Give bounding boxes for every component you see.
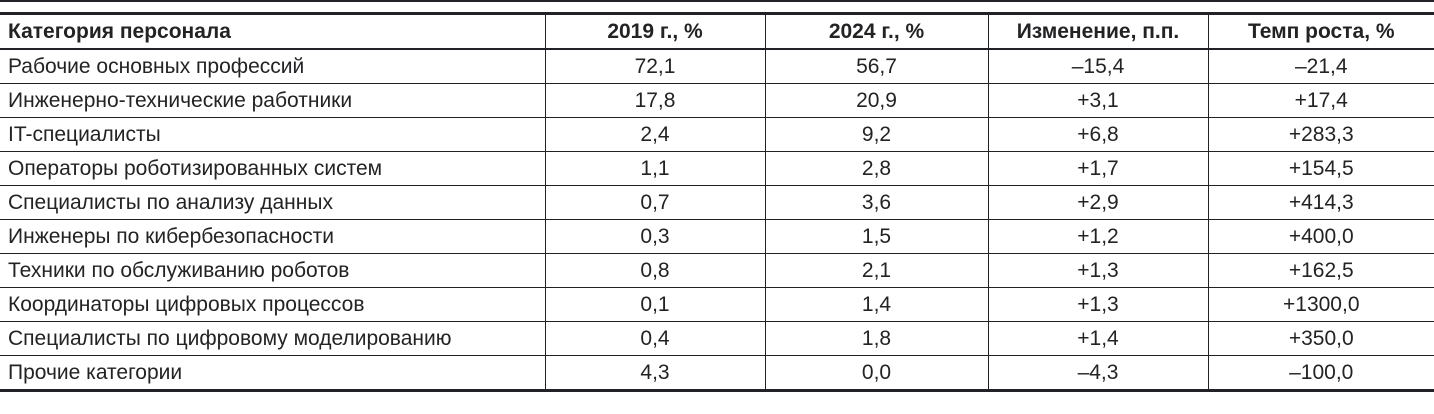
category-cell: Специалисты по анализу данных — [0, 185, 545, 220]
value-cell: 0,1 — [544, 287, 765, 322]
table-row: Специалисты по анализу данных 0,7 3,6 +2,9 +… — [0, 185, 1434, 220]
value-cell: 17,8 — [544, 83, 765, 118]
value-cell: 0,0 — [764, 355, 988, 391]
table-row: Рабочие основных профессий 72,1 56,7 –15,4–… — [0, 49, 1434, 84]
value-cell: +1,3 — [987, 287, 1208, 322]
header-2024: 2024 г., % — [764, 13, 988, 50]
personnel-category-table: Категория персонала 2019 г., % 2024 г., … — [0, 12, 1434, 392]
value-cell: 2,8 — [764, 151, 988, 186]
value-cell: +1,3 — [987, 253, 1208, 288]
header-change-pp: Изменение, п.п. — [987, 13, 1208, 50]
value-cell: 1,5 — [764, 219, 988, 254]
category-cell: Рабочие основных профессий — [0, 49, 545, 84]
value-cell: +3,1 — [987, 83, 1208, 118]
value-cell: 56,7 — [764, 49, 988, 84]
category-cell: Координаторы цифровых процессов — [0, 287, 545, 322]
value-cell: +414,3 — [1207, 185, 1434, 220]
value-cell: +2,9 — [987, 185, 1208, 220]
value-cell: 1,8 — [764, 321, 988, 356]
value-cell: +154,5 — [1207, 151, 1434, 186]
value-cell: +283,3 — [1207, 117, 1434, 152]
value-cell: +400,0 — [1207, 219, 1434, 254]
value-cell: +1,2 — [987, 219, 1208, 254]
category-cell: Инженеры по кибербезопасности — [0, 219, 545, 254]
value-cell: 2,4 — [544, 117, 765, 152]
value-cell: –4,3 — [987, 355, 1208, 391]
value-cell: 1,1 — [544, 151, 765, 186]
category-cell: Прочие категории — [0, 355, 545, 391]
value-cell: 1,4 — [764, 287, 988, 322]
value-cell: 0,3 — [544, 219, 765, 254]
table-row: Инженерно-технические работники 17,8 20,9 +… — [0, 83, 1434, 118]
value-cell: 0,7 — [544, 185, 765, 220]
table-row: Инженеры по кибербезопасности 0,3 1,5 +1,2 +… — [0, 219, 1434, 254]
header-row: Категория персонала 2019 г., % 2024 г., … — [0, 13, 1434, 50]
category-cell: Техники по обслуживанию роботов — [0, 253, 545, 288]
table-row: Техники по обслуживанию роботов 0,8 2,1 +1,… — [0, 253, 1434, 288]
value-cell: 3,6 — [764, 185, 988, 220]
category-cell: Специалисты по цифровому моделированию — [0, 321, 545, 356]
header-category: Категория персонала — [0, 13, 545, 50]
value-cell: –100,0 — [1207, 355, 1434, 391]
value-cell: +1300,0 — [1207, 287, 1434, 322]
value-cell: 0,4 — [544, 321, 765, 356]
value-cell: +350,0 — [1207, 321, 1434, 356]
table-row: IT-специалисты 2,4 9,2 +6,8 +283,3 — [0, 117, 1434, 152]
value-cell: 72,1 — [544, 49, 765, 84]
value-cell: 4,3 — [544, 355, 765, 391]
value-cell: 2,1 — [764, 253, 988, 288]
table-row: Прочие категории 4,3 0,0 –4,3 –100,0 — [0, 355, 1434, 391]
header-growth-rate: Темп роста, % — [1207, 13, 1434, 50]
value-cell: 9,2 — [764, 117, 988, 152]
value-cell: +162,5 — [1207, 253, 1434, 288]
value-cell: +6,8 — [987, 117, 1208, 152]
table-row: Специалисты по цифровому моделированию 0,… — [0, 321, 1434, 356]
category-cell: IT-специалисты — [0, 117, 545, 152]
category-cell: Инженерно-технические работники — [0, 83, 545, 118]
value-cell: –21,4 — [1207, 49, 1434, 84]
value-cell: –15,4 — [987, 49, 1208, 84]
table-body: Рабочие основных профессий 72,1 56,7 –15,4–… — [0, 49, 1434, 391]
value-cell: 0,8 — [544, 253, 765, 288]
table-header: Категория персонала 2019 г., % 2024 г., … — [0, 13, 1434, 50]
value-cell: +1,4 — [987, 321, 1208, 356]
header-2019: 2019 г., % — [544, 13, 765, 50]
value-cell: +17,4 — [1207, 83, 1434, 118]
table-row: Координаторы цифровых процессов 0,1 1,4 +1,… — [0, 287, 1434, 322]
value-cell: +1,7 — [987, 151, 1208, 186]
category-cell: Операторы роботизированных систем — [0, 151, 545, 186]
value-cell: 20,9 — [764, 83, 988, 118]
table-row: Операторы роботизированных систем 1,1 2,8 +… — [0, 151, 1434, 186]
